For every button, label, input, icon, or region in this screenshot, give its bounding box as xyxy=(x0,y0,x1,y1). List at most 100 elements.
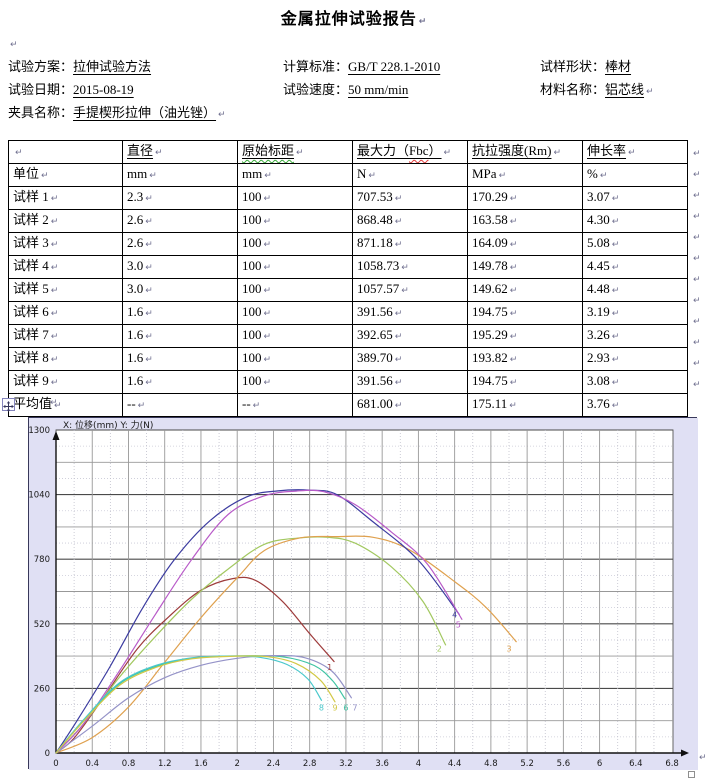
cell-end-mark: ↵ xyxy=(401,286,409,296)
table-cell: -- ↵ xyxy=(237,393,353,417)
axes xyxy=(52,431,689,757)
table-cell: 194.75 ↵ xyxy=(467,370,583,394)
cell-end-mark: ↵ xyxy=(50,263,59,273)
table-cell: 3.08 ↵ xyxy=(582,370,688,394)
table-cell: 100 ↵ xyxy=(237,347,353,371)
info-item-0: 试验方案：拉伸试验方法 xyxy=(8,55,283,78)
table-cell: 149.78 ↵ xyxy=(467,255,583,279)
cell-end-mark: ↵ xyxy=(145,309,153,319)
svg-text:1.6: 1.6 xyxy=(194,759,208,769)
cell-end-mark: ↵ xyxy=(145,263,153,273)
curves xyxy=(55,489,517,754)
table-header-row: ↵ 直径 ↵ 原始标距 ↵ 最大力（Fbc） ↵ 抗拉强度(Rm) ↵ 伸长率 ↵ xyxy=(8,140,688,164)
svg-text:4.8: 4.8 xyxy=(484,759,498,769)
chart-resize-anchor[interactable] xyxy=(688,771,695,778)
cell-end-mark: ↵ xyxy=(50,240,59,250)
curve-end-label-9: 9 xyxy=(333,703,338,712)
cell-end-mark: ↵ xyxy=(263,240,272,250)
info-label: 材料名称： xyxy=(540,82,606,97)
cell-end-mark: ↵ xyxy=(394,309,403,319)
info-item-2: 试样形状：棒材 xyxy=(540,55,702,78)
cell-end-mark: ↵ xyxy=(611,309,620,319)
info-value: 手提楔形拉伸（油光锉） xyxy=(73,105,217,120)
info-label: 试验日期： xyxy=(8,82,74,97)
table-cell: 1057.57 ↵ xyxy=(352,278,468,302)
table-cell: 2.93 ↵ xyxy=(582,347,688,371)
table-cell: 5.08 ↵ xyxy=(582,232,688,256)
cell-end-mark: ↵ xyxy=(628,148,636,158)
info-label: 试验速度： xyxy=(283,82,349,97)
page-title-text: 金属拉伸试验报告 xyxy=(280,11,417,28)
table-cell: 100 ↵ xyxy=(237,324,353,348)
svg-text:2.8: 2.8 xyxy=(303,759,317,769)
info-label: 试样形状： xyxy=(540,59,606,74)
svg-text:6.4: 6.4 xyxy=(629,759,643,769)
svg-text:780: 780 xyxy=(34,555,50,565)
cell-end-mark: ↵ xyxy=(50,332,59,342)
cell-end-mark: ↵ xyxy=(611,217,620,227)
cell-end-mark: ↵ xyxy=(296,148,304,158)
cell-end-mark: ↵ xyxy=(693,317,701,327)
sample-row-5: 试样 5 ↵ 3.0 ↵ 100 ↵ 1057.57 ↵ 149.62 ↵ 4.48 ↵ xyxy=(8,278,688,302)
cell-end-mark: ↵ xyxy=(611,355,620,365)
results-table-wrap: ↵ 直径 ↵ 原始标距 ↵ 最大力（Fbc） ↵ 抗拉强度(Rm) ↵ 伸长率 ↵ 单位 ↵ mm ↵ mm ↵… xyxy=(8,140,688,417)
table-cell: 3.19 ↵ xyxy=(582,301,688,325)
svg-text:1.2: 1.2 xyxy=(158,759,172,769)
row-end-mark: ↵ xyxy=(691,204,701,225)
tensile-curves-chart-object[interactable]: 0 0.4 0.8 1.2 1.6 2 2.4 2.8 3.2 3.6 4 4.4 4.8 5.2 5.6 6… xyxy=(28,417,698,770)
cell-end-mark: ↵ xyxy=(611,401,620,411)
cell-end-mark: ↵ xyxy=(394,378,403,388)
table-cell: 164.09 ↵ xyxy=(467,232,583,256)
table-cell: 389.70 ↵ xyxy=(352,347,468,371)
tensile-curve-9 xyxy=(55,655,336,754)
svg-text:4: 4 xyxy=(416,759,421,769)
cell-end-mark: ↵ xyxy=(611,263,620,273)
table-cell: 原始标距 ↵ xyxy=(237,140,353,164)
cell-end-mark: ↵ xyxy=(611,240,620,250)
cell-end-mark: ↵ xyxy=(145,286,153,296)
info-value: 棒材 xyxy=(605,59,632,74)
tensile-curve-3 xyxy=(55,535,517,754)
cell-end-mark: ↵ xyxy=(41,171,49,181)
curve-end-label-4: 4 xyxy=(452,611,457,620)
cell-end-mark: ↵ xyxy=(394,194,403,204)
table-cell: 2.6 ↵ xyxy=(122,232,238,256)
cell-end-mark: ↵ xyxy=(50,309,59,319)
table-cell: 163.58 ↵ xyxy=(467,209,583,233)
svg-text:1040: 1040 xyxy=(29,491,50,501)
table-cell: 试样 9 ↵ xyxy=(8,370,123,394)
table-cell: 试样 1 ↵ xyxy=(8,186,123,210)
cell-end-mark: ↵ xyxy=(50,217,59,227)
table-cell: 681.00 ↵ xyxy=(352,393,468,417)
table-cell: MPa ↵ xyxy=(467,163,583,187)
svg-text:5.2: 5.2 xyxy=(520,759,534,769)
cell-end-mark: ↵ xyxy=(145,217,153,227)
svg-text:3.6: 3.6 xyxy=(375,759,389,769)
sample-row-1: 试样 1 ↵ 2.3 ↵ 100 ↵ 707.53 ↵ 170.29 ↵ 3.07 ↵ xyxy=(8,186,688,210)
cell-end-mark: ↵ xyxy=(693,275,701,285)
row-end-mark: ↵ xyxy=(691,309,701,330)
svg-text:0: 0 xyxy=(53,759,58,769)
cell-end-mark: ↵ xyxy=(509,309,518,319)
row-end-mark: ↵ xyxy=(691,141,701,162)
four-arrow-move-icon xyxy=(3,401,14,412)
row-end-mark: ↵ xyxy=(691,246,701,267)
cell-end-mark: ↵ xyxy=(263,332,272,342)
cell-end-mark: ↵ xyxy=(693,338,701,348)
chart-move-handle-icon[interactable] xyxy=(2,398,15,412)
cell-end-mark: ↵ xyxy=(509,286,518,296)
table-cell: 试样 4 ↵ xyxy=(8,255,123,279)
cell-end-mark: ↵ xyxy=(263,286,272,296)
table-cell: 试样 7 ↵ xyxy=(8,324,123,348)
cell-end-mark: ↵ xyxy=(509,240,518,250)
cell-end-mark: ↵ xyxy=(401,263,409,273)
info-value: 铝芯线 xyxy=(605,82,645,97)
table-cell: 试样 2 ↵ xyxy=(8,209,123,233)
table-cell: 1058.73 ↵ xyxy=(352,255,468,279)
cell-end-mark: ↵ xyxy=(264,171,272,181)
cell-end-mark: ↵ xyxy=(693,380,701,390)
table-cell: ↵ xyxy=(8,140,123,164)
curve-end-label-2: 2 xyxy=(437,645,442,654)
table-cell: 平均值 ↵ xyxy=(8,393,123,417)
table-cell: 2.6 ↵ xyxy=(122,209,238,233)
